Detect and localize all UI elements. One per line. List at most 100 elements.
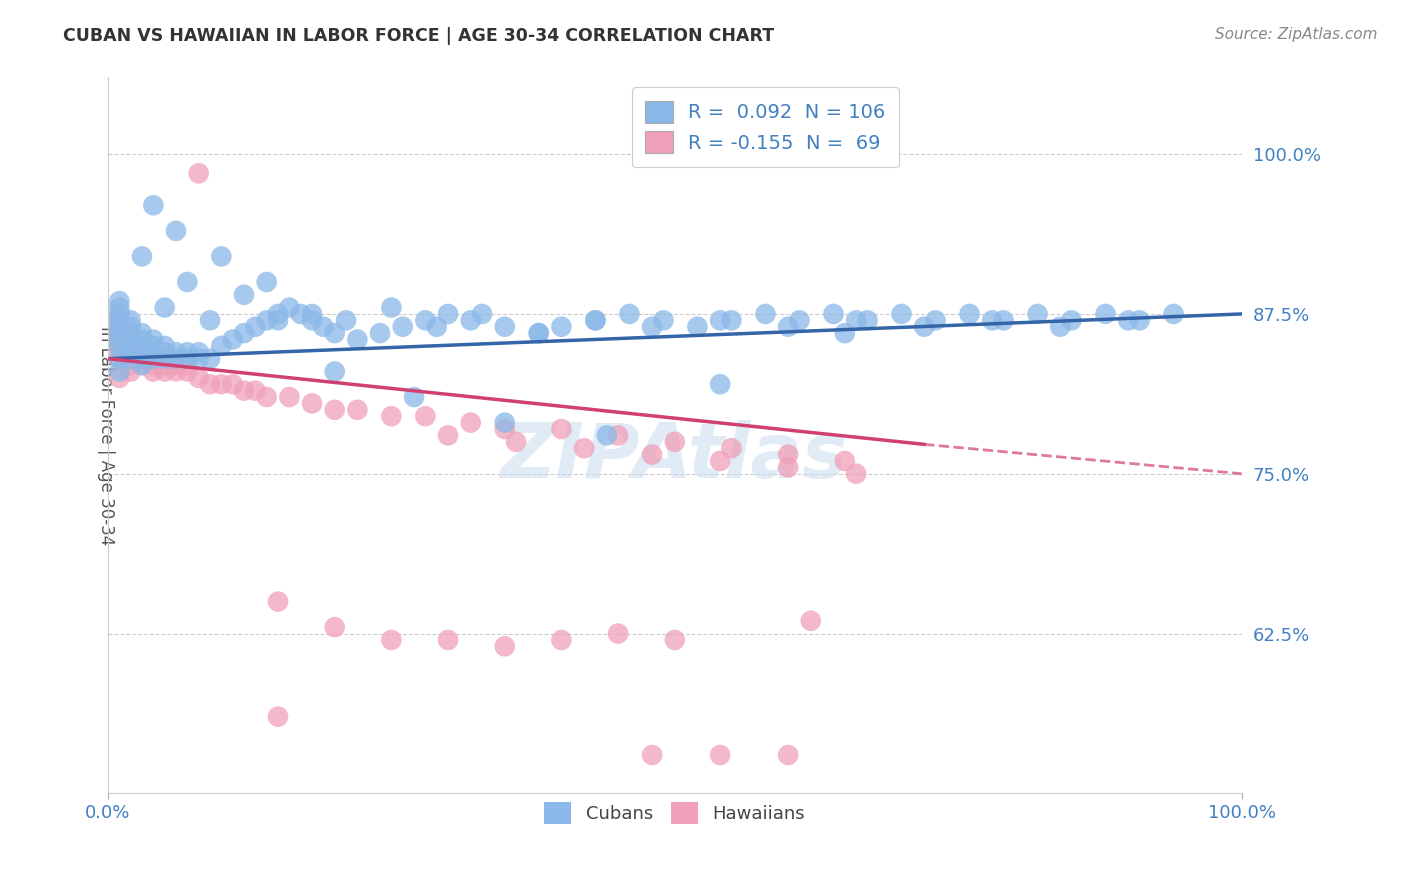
Text: ZIPAtlas: ZIPAtlas bbox=[501, 420, 848, 494]
Point bbox=[142, 358, 165, 372]
Point bbox=[142, 351, 165, 366]
Point bbox=[131, 351, 153, 366]
Point bbox=[120, 351, 142, 366]
Point bbox=[120, 313, 142, 327]
Point bbox=[209, 339, 232, 353]
Point bbox=[380, 409, 402, 424]
Point bbox=[290, 307, 312, 321]
Point bbox=[754, 307, 776, 321]
Point bbox=[924, 313, 946, 327]
Point bbox=[108, 326, 131, 340]
Point bbox=[142, 351, 165, 366]
Point bbox=[142, 345, 165, 359]
Point bbox=[165, 358, 187, 372]
Point bbox=[550, 319, 572, 334]
Point bbox=[301, 307, 323, 321]
Y-axis label: In Labor Force | Age 30-34: In Labor Force | Age 30-34 bbox=[97, 326, 115, 545]
Point bbox=[153, 301, 176, 315]
Point bbox=[131, 249, 153, 263]
Point bbox=[460, 416, 482, 430]
Point bbox=[823, 307, 845, 321]
Point bbox=[108, 339, 131, 353]
Point bbox=[108, 319, 131, 334]
Point bbox=[778, 448, 800, 462]
Point bbox=[108, 371, 131, 385]
Point bbox=[335, 313, 357, 327]
Point bbox=[800, 614, 823, 628]
Point bbox=[108, 319, 131, 334]
Point bbox=[131, 339, 153, 353]
Point bbox=[120, 326, 142, 340]
Point bbox=[120, 339, 142, 353]
Point bbox=[221, 333, 243, 347]
Point bbox=[912, 319, 935, 334]
Point bbox=[108, 307, 131, 321]
Text: CUBAN VS HAWAIIAN IN LABOR FORCE | AGE 30-34 CORRELATION CHART: CUBAN VS HAWAIIAN IN LABOR FORCE | AGE 3… bbox=[63, 27, 775, 45]
Point bbox=[267, 307, 290, 321]
Point bbox=[120, 339, 142, 353]
Point bbox=[221, 377, 243, 392]
Point bbox=[142, 339, 165, 353]
Point bbox=[267, 709, 290, 723]
Point bbox=[346, 402, 368, 417]
Point bbox=[278, 301, 301, 315]
Point bbox=[108, 333, 131, 347]
Point bbox=[959, 307, 981, 321]
Point bbox=[301, 313, 323, 327]
Point bbox=[131, 345, 153, 359]
Point bbox=[120, 364, 142, 378]
Point bbox=[153, 339, 176, 353]
Point bbox=[368, 326, 391, 340]
Point bbox=[108, 326, 131, 340]
Point bbox=[437, 428, 460, 442]
Point bbox=[550, 632, 572, 647]
Point bbox=[720, 313, 742, 327]
Point bbox=[142, 364, 165, 378]
Point bbox=[415, 313, 437, 327]
Point bbox=[619, 307, 641, 321]
Point bbox=[494, 640, 516, 654]
Point bbox=[267, 594, 290, 608]
Point bbox=[583, 313, 606, 327]
Point bbox=[1060, 313, 1083, 327]
Point bbox=[198, 313, 221, 327]
Point bbox=[778, 747, 800, 762]
Point bbox=[108, 294, 131, 309]
Point bbox=[494, 416, 516, 430]
Legend: Cubans, Hawaiians: Cubans, Hawaiians bbox=[533, 790, 815, 834]
Point bbox=[176, 345, 198, 359]
Point bbox=[131, 345, 153, 359]
Point bbox=[572, 441, 595, 455]
Point bbox=[176, 358, 198, 372]
Point bbox=[890, 307, 912, 321]
Text: Source: ZipAtlas.com: Source: ZipAtlas.com bbox=[1215, 27, 1378, 42]
Point bbox=[1026, 307, 1049, 321]
Point bbox=[1129, 313, 1152, 327]
Point bbox=[709, 454, 731, 468]
Point bbox=[165, 224, 187, 238]
Point bbox=[323, 364, 346, 378]
Point bbox=[108, 351, 131, 366]
Point bbox=[120, 351, 142, 366]
Point bbox=[664, 632, 686, 647]
Point bbox=[153, 358, 176, 372]
Point bbox=[131, 333, 153, 347]
Point bbox=[120, 333, 142, 347]
Point bbox=[845, 313, 868, 327]
Point bbox=[596, 428, 619, 442]
Point bbox=[460, 313, 482, 327]
Point bbox=[312, 319, 335, 334]
Point bbox=[256, 275, 278, 289]
Point bbox=[301, 396, 323, 410]
Point bbox=[176, 275, 198, 289]
Point bbox=[437, 307, 460, 321]
Point bbox=[256, 313, 278, 327]
Point bbox=[131, 351, 153, 366]
Point bbox=[187, 371, 209, 385]
Point bbox=[187, 166, 209, 180]
Point bbox=[494, 319, 516, 334]
Point bbox=[131, 358, 153, 372]
Point bbox=[108, 364, 131, 378]
Point bbox=[245, 319, 267, 334]
Point bbox=[380, 632, 402, 647]
